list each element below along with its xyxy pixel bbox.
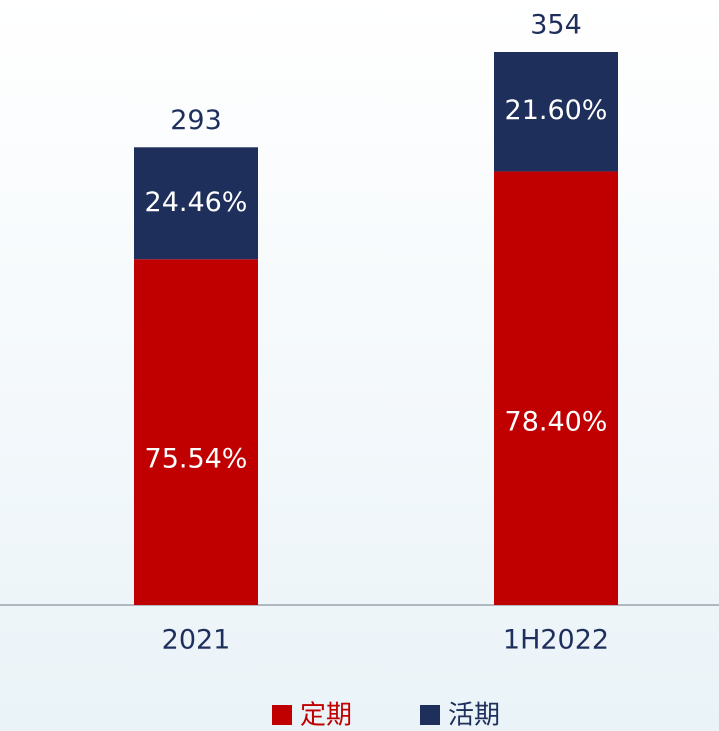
- total-label: 293: [170, 105, 222, 136]
- segment-label: 75.54%: [145, 443, 248, 474]
- legend-swatch: [272, 705, 292, 725]
- x-tick-label: 2021: [162, 625, 231, 656]
- legend-label: 活期: [448, 701, 500, 731]
- bar-segment: [494, 171, 618, 605]
- bar-segment: [494, 52, 618, 172]
- segment-label: 24.46%: [145, 187, 248, 218]
- x-tick-label: 1H2022: [503, 625, 609, 656]
- legend-label: 定期: [300, 701, 352, 731]
- segment-label: 21.60%: [505, 95, 608, 126]
- segment-label: 78.40%: [505, 406, 608, 437]
- bar-segment: [134, 259, 258, 605]
- legend-swatch: [420, 705, 440, 725]
- total-label: 354: [530, 10, 582, 41]
- bar-segment: [134, 147, 258, 260]
